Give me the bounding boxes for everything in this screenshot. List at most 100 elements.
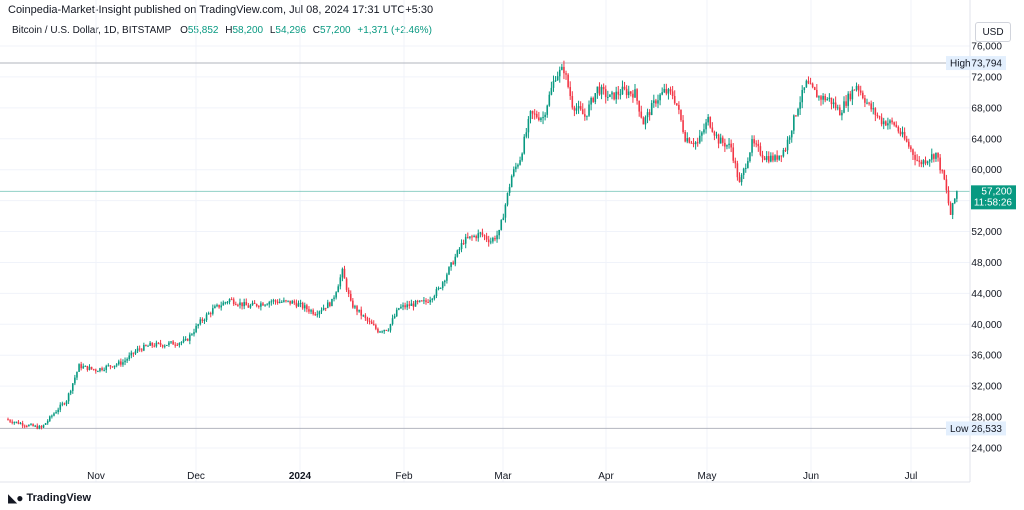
candle-body [945, 179, 948, 191]
candle-body [205, 314, 208, 321]
candle [611, 90, 613, 100]
candle [947, 186, 950, 206]
candle-body [395, 309, 398, 317]
candle-body [40, 426, 43, 428]
candle [726, 144, 728, 150]
candle [644, 115, 647, 130]
candle [793, 114, 795, 135]
candle [143, 342, 145, 352]
candle-body [184, 338, 187, 340]
candle-body [324, 307, 327, 309]
candle-body [477, 233, 480, 239]
candle-body [49, 416, 51, 421]
candle [63, 402, 66, 406]
candle [592, 96, 594, 103]
tradingview-logo[interactable]: ◣● TradingView [8, 491, 91, 505]
candle-body [489, 241, 492, 243]
candle-body [161, 345, 164, 347]
candle [224, 301, 227, 305]
candle [701, 131, 703, 142]
candle [439, 287, 442, 289]
candle-body [546, 105, 549, 115]
candle [237, 303, 239, 307]
candle-body [609, 94, 611, 97]
symbol-title[interactable]: Bitcoin / U.S. Dollar, 1D, BITSTAMP [12, 25, 172, 36]
candle-body [920, 161, 923, 165]
candle-body [839, 107, 841, 116]
candle-body [678, 104, 680, 110]
x-tick-label: Feb [395, 471, 413, 482]
candle [617, 85, 620, 100]
candle-body [862, 92, 864, 99]
candle [153, 343, 156, 348]
candle [268, 300, 271, 308]
time-axis[interactable]: Nov Dec 2024 Feb Mar Apr May Jun Jul [87, 471, 917, 482]
candle [694, 141, 697, 150]
candle-body [732, 147, 735, 161]
candle-body [947, 190, 950, 204]
price-axis[interactable]: 24,000 28,000 32,000 36,000 40,000 44,000 48,0… [971, 42, 1002, 455]
candle [124, 357, 126, 366]
candle-body [337, 286, 340, 293]
candle-body [53, 413, 55, 416]
candle-body [389, 324, 392, 331]
candle [299, 299, 302, 308]
candle [295, 299, 298, 309]
candle-body [561, 66, 563, 70]
candle-body [364, 315, 367, 318]
candle-body [46, 420, 49, 424]
candle [36, 423, 39, 430]
candle [65, 400, 68, 407]
candle-body [569, 86, 572, 97]
candle [416, 299, 419, 305]
candle-body [613, 92, 615, 100]
candle-body [554, 80, 557, 82]
candle [744, 163, 747, 173]
candle [201, 317, 204, 323]
candle [241, 302, 243, 310]
candle [920, 159, 923, 168]
candle-body [552, 81, 555, 88]
candle [502, 213, 505, 221]
candle-body [874, 108, 877, 115]
candle-body [391, 318, 394, 325]
candle-body [494, 238, 496, 240]
candle [228, 298, 231, 305]
candle-body [138, 348, 141, 350]
candle [504, 203, 507, 223]
candle [928, 158, 931, 167]
currency-button[interactable]: USD [975, 22, 1011, 42]
candle [774, 154, 776, 163]
candle-body [132, 352, 135, 354]
candle-body [832, 102, 835, 105]
candle [23, 424, 26, 429]
candle [939, 154, 941, 174]
candle [157, 342, 160, 345]
candle-body [655, 100, 657, 104]
candle [28, 424, 30, 427]
candle [421, 300, 423, 302]
candle [910, 145, 912, 153]
candle-body [686, 138, 689, 142]
candle [458, 247, 461, 255]
candle-body [195, 325, 197, 333]
candle-body [690, 142, 693, 144]
candle [696, 137, 699, 147]
candle-body [385, 329, 388, 331]
candle [84, 365, 87, 367]
candle [38, 424, 41, 430]
candle-body [517, 164, 519, 167]
candle-body [134, 351, 137, 354]
candle-body [155, 342, 158, 347]
candle-body [214, 306, 216, 309]
candle-body [592, 98, 594, 102]
candle [715, 131, 718, 139]
candle-body [222, 302, 225, 306]
candle-body [111, 366, 114, 368]
candle-body [193, 332, 195, 335]
candle-body [709, 116, 712, 128]
candle-body [293, 301, 296, 303]
candle-body [301, 302, 304, 309]
candle [953, 198, 956, 205]
